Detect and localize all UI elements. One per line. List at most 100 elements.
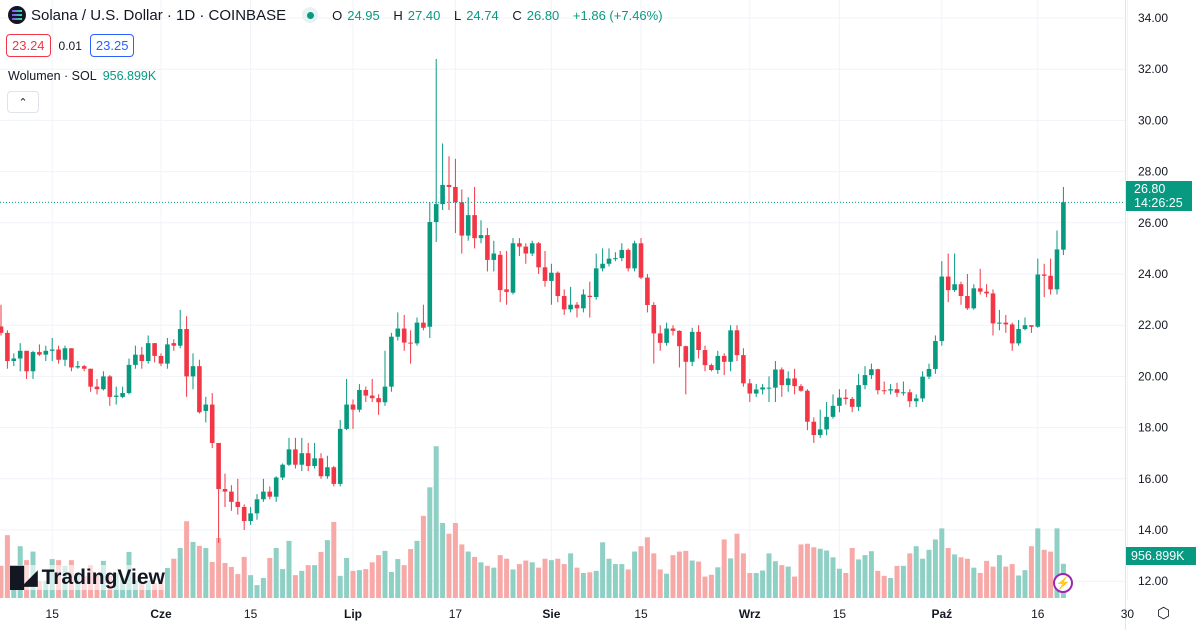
time-axis[interactable]: 15 Cze 15 Lip 17 Sie 15 Wrz 15 Paź 16 30 [46,607,1135,621]
candle-body [280,464,285,478]
candle-body [715,355,721,370]
volume-indicator-value: 956.899K [102,69,157,83]
candle-body [139,354,145,362]
volume-bar [868,551,874,598]
tradingview-logo[interactable]: █◢ TradingView [10,565,165,590]
volume-bar [196,545,202,598]
volume-bar [625,569,631,598]
volume-bar [708,574,714,598]
candle-body [11,358,17,362]
price-axis[interactable]: 34.00 32.00 30.00 28.00 26.00 24.00 22.00 20.00… [1138,11,1168,588]
candle-body [1022,325,1028,330]
volume-bar [280,569,286,598]
volume-bar [561,564,567,598]
volume-bar [696,561,702,598]
volume-bar [683,550,689,598]
volume-bar [446,533,452,598]
volume-bar [235,574,241,598]
candle-body [101,376,106,390]
volume-bar [414,540,420,598]
volume-bar [331,521,337,598]
volume-bar [977,573,983,598]
candle-body [849,398,855,407]
candle-body [344,404,349,429]
candle-body [177,329,183,346]
candle-body [926,368,932,377]
volume-bar [1016,575,1022,598]
volume-bar [497,555,503,598]
volume-bar [420,515,426,598]
volume-bar [241,556,247,598]
price-tick-label: 22.00 [1138,318,1168,332]
time-tick-label: Paź [931,607,952,621]
volume-bar [843,573,849,598]
market-open-status-icon[interactable] [302,7,319,23]
volume-bar [920,558,926,598]
candle-body [869,369,874,376]
spread-value: 0.01 [58,38,82,53]
volume-legend: Wolumen · SOL 956.899K [8,69,156,83]
volume-bar [932,539,938,598]
volume-bar [721,539,727,598]
symbol-title[interactable]: Solana / U.S. Dollar · 1D · COINBASE [31,6,287,24]
settings-gear-icon[interactable]: ⬡ [1157,605,1171,622]
candle-body [824,416,829,430]
price-tick-label: 34.00 [1138,11,1168,25]
price-tick-label: 30.00 [1138,113,1168,127]
candle-body [773,369,778,388]
volume-bar [510,569,516,598]
candle-body [638,243,644,278]
lightning-icon[interactable]: ⚡ [1053,573,1073,593]
open-value: 24.95 [347,7,380,23]
candle-body [459,202,465,236]
time-tick-label: Sie [542,607,560,621]
candle-body [1003,322,1009,325]
volume-bar [491,567,497,598]
volume-bar [913,546,919,598]
volume-bar [785,566,791,598]
candle-body [977,288,983,292]
volume-bar [344,558,350,598]
volume-bar [164,568,170,598]
volume-bar [184,521,190,598]
candles [0,58,1066,543]
volume-bar [312,565,318,598]
candle-body [318,458,324,477]
candle-body [542,267,548,281]
time-tick-label: 17 [449,607,463,621]
volume-bar [286,540,292,598]
high-value: 27.40 [407,7,441,23]
candle-body [62,348,68,360]
volume-bar [440,523,446,598]
candle-body [734,330,740,356]
volume-bar [779,565,785,598]
candle-body [421,322,426,328]
volume-indicator-label[interactable]: Wolumen · SOL [8,69,97,83]
candle-body [69,348,74,368]
candle-body [75,366,81,368]
volume-bar [177,548,183,598]
candle-body [901,392,906,394]
candle-body [0,326,4,333]
buy-button[interactable]: 23.25 [89,34,135,57]
volume-bar [984,560,990,598]
volume-bar [529,562,535,598]
volume-bar [798,544,804,598]
candle-body [107,376,113,397]
candle-body [491,253,497,260]
candle-body [165,344,170,364]
volume-bar [587,572,593,598]
candle-body [273,477,279,497]
candle-body [625,249,631,269]
volume-bar [267,558,273,598]
candle-body [1048,275,1053,290]
volume-bar [862,555,868,598]
volume-bar [478,562,484,598]
sell-button[interactable]: 23.24 [6,34,51,57]
volume-bar [715,567,721,598]
collapse-legend-button[interactable]: ⌃ [7,91,39,113]
time-tick-label: 16 [1031,607,1045,621]
volume-bar [900,565,906,598]
candle-body [1009,324,1015,344]
